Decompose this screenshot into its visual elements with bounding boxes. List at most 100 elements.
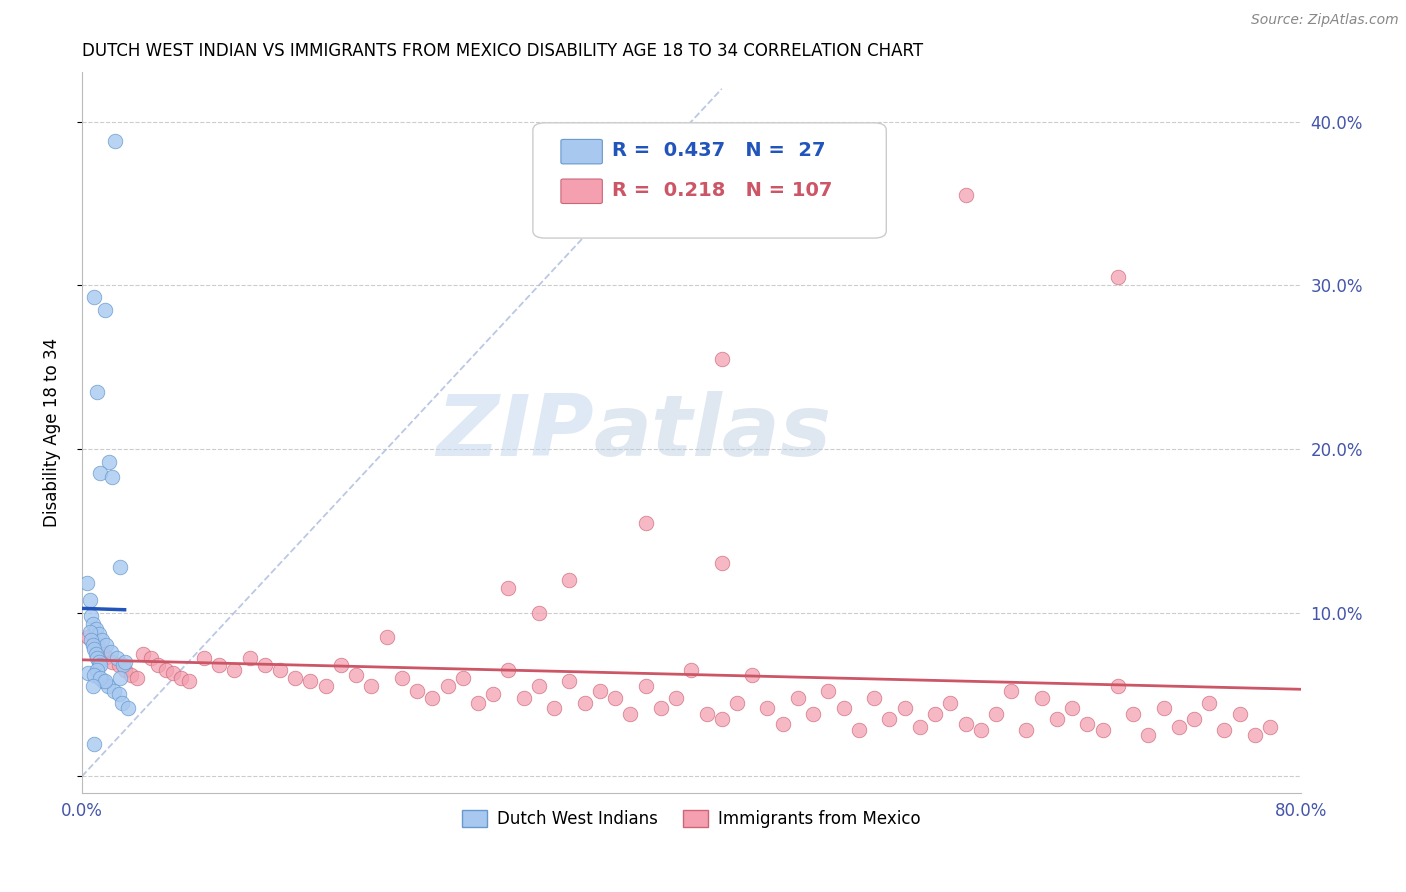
Point xyxy=(817,684,839,698)
Point xyxy=(1031,690,1053,705)
Legend: Dutch West Indians, Immigrants from Mexico: Dutch West Indians, Immigrants from Mexi… xyxy=(456,803,927,835)
Y-axis label: Disability Age 18 to 34: Disability Age 18 to 34 xyxy=(44,338,60,527)
Point xyxy=(108,671,131,685)
Point xyxy=(681,663,703,677)
Point xyxy=(315,679,337,693)
Point xyxy=(104,134,127,148)
Point xyxy=(132,647,155,661)
Point xyxy=(83,290,105,304)
Point xyxy=(90,645,112,659)
Text: DUTCH WEST INDIAN VS IMMIGRANTS FROM MEXICO DISABILITY AGE 18 TO 34 CORRELATION : DUTCH WEST INDIAN VS IMMIGRANTS FROM MEX… xyxy=(82,42,924,60)
Point xyxy=(98,455,121,469)
Point xyxy=(87,627,110,641)
Point xyxy=(710,557,733,571)
Point xyxy=(741,668,763,682)
Point xyxy=(77,666,100,681)
Point xyxy=(710,351,733,366)
Point xyxy=(527,679,550,693)
Point xyxy=(108,559,131,574)
Point xyxy=(86,638,108,652)
Point xyxy=(86,651,108,665)
Point xyxy=(208,657,231,672)
Point xyxy=(391,671,413,685)
Point xyxy=(527,606,550,620)
Point xyxy=(139,651,162,665)
Point xyxy=(94,674,117,689)
Point xyxy=(83,668,105,682)
Point xyxy=(91,674,114,689)
Point xyxy=(619,707,641,722)
Point xyxy=(269,663,291,677)
Point xyxy=(89,657,111,672)
Point xyxy=(498,663,520,677)
Point xyxy=(772,717,794,731)
Point xyxy=(96,649,118,664)
Point xyxy=(375,630,398,644)
Point xyxy=(801,707,824,722)
Point xyxy=(87,655,110,669)
Point xyxy=(1091,723,1114,738)
Point xyxy=(84,622,107,636)
Point xyxy=(89,671,111,685)
Point xyxy=(605,690,627,705)
Point xyxy=(893,700,915,714)
Point xyxy=(1137,728,1160,742)
Point xyxy=(82,638,104,652)
Point xyxy=(710,712,733,726)
Point xyxy=(574,696,596,710)
Point xyxy=(120,668,142,682)
Point xyxy=(114,655,136,669)
FancyBboxPatch shape xyxy=(533,123,886,238)
FancyBboxPatch shape xyxy=(561,139,602,164)
Point xyxy=(224,663,246,677)
Point xyxy=(86,663,108,677)
Point xyxy=(1076,717,1098,731)
Point xyxy=(83,641,105,656)
Point xyxy=(1182,712,1205,726)
Point xyxy=(908,720,931,734)
Point xyxy=(924,707,946,722)
Text: R =  0.218   N = 107: R = 0.218 N = 107 xyxy=(612,181,832,200)
Point xyxy=(344,668,367,682)
Point xyxy=(634,516,657,530)
Point xyxy=(177,674,200,689)
Point xyxy=(451,671,474,685)
Point xyxy=(1213,723,1236,738)
Point xyxy=(112,657,135,672)
Point xyxy=(696,707,718,722)
Point xyxy=(467,696,489,710)
Point xyxy=(1000,684,1022,698)
Point xyxy=(76,576,98,591)
Point xyxy=(725,696,748,710)
Point xyxy=(1258,720,1281,734)
Text: ZIP: ZIP xyxy=(436,391,593,474)
Point xyxy=(83,635,105,649)
Point xyxy=(665,690,688,705)
Point xyxy=(110,696,132,710)
Point xyxy=(107,657,129,672)
Point xyxy=(82,679,104,693)
Point xyxy=(100,645,122,659)
Point xyxy=(970,723,993,738)
Point xyxy=(939,696,962,710)
Point xyxy=(756,700,779,714)
Point xyxy=(146,657,169,672)
Point xyxy=(80,633,103,648)
Point xyxy=(955,188,977,202)
Point xyxy=(125,671,148,685)
Point xyxy=(879,712,901,726)
Point xyxy=(79,592,101,607)
Point xyxy=(1062,700,1084,714)
Point xyxy=(253,657,276,672)
Point xyxy=(543,700,565,714)
Point xyxy=(436,679,458,693)
Point xyxy=(832,700,855,714)
Point xyxy=(86,384,108,399)
Point xyxy=(558,674,581,689)
Point xyxy=(79,625,101,640)
Point xyxy=(83,737,105,751)
Point xyxy=(90,633,112,648)
Point xyxy=(299,674,322,689)
Point xyxy=(117,700,139,714)
Point xyxy=(155,663,177,677)
